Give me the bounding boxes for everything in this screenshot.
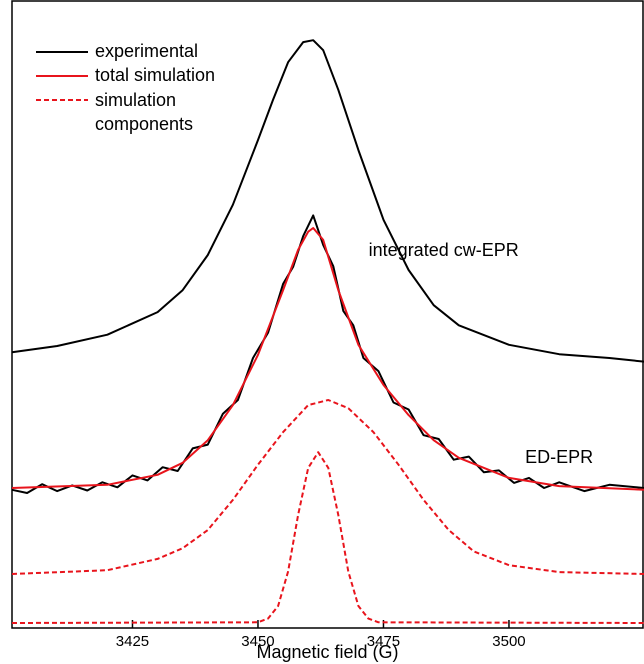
x-tick-label: 3500 bbox=[492, 633, 525, 650]
legend-label: simulation components bbox=[95, 90, 194, 134]
plot-frame bbox=[11, 0, 644, 629]
series-line bbox=[11, 214, 644, 494]
annotation: ED-EPR bbox=[525, 447, 593, 467]
series-line bbox=[11, 451, 644, 624]
x-axis-title: Magnetic field (G) bbox=[256, 642, 398, 662]
x-tick-label: 3475 bbox=[367, 633, 400, 650]
x-tick-label: 3425 bbox=[116, 633, 149, 650]
legend-label: experimental bbox=[95, 41, 198, 61]
legend-label: total simulation bbox=[95, 65, 215, 85]
x-tick-label: 3450 bbox=[241, 633, 274, 650]
series-line bbox=[11, 39, 644, 363]
series-line bbox=[11, 399, 644, 575]
annotation: integrated cw-EPR bbox=[369, 240, 519, 260]
series-line bbox=[11, 227, 644, 491]
